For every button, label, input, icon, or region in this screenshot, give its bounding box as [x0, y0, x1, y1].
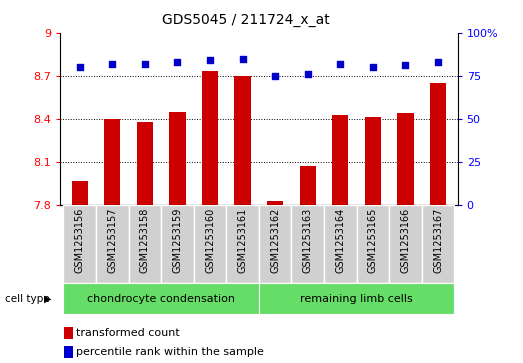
Bar	[259, 205, 291, 283]
Point	[108, 61, 117, 67]
Bar	[389, 205, 422, 283]
Point	[434, 59, 442, 65]
Bar	[137, 122, 153, 205]
Text: GSM1253166: GSM1253166	[401, 207, 411, 273]
Point	[336, 61, 345, 67]
Bar	[324, 205, 357, 283]
Point	[238, 56, 247, 61]
Bar	[397, 113, 414, 205]
Point	[271, 73, 279, 79]
Bar	[169, 112, 186, 205]
Bar	[104, 119, 120, 205]
Text: GSM1253163: GSM1253163	[303, 207, 313, 273]
Bar	[72, 181, 88, 205]
Bar	[422, 205, 454, 283]
Bar	[226, 205, 259, 283]
Bar	[234, 76, 251, 205]
Bar	[63, 205, 96, 283]
Bar	[96, 205, 129, 283]
Bar	[430, 83, 446, 205]
Bar	[194, 205, 226, 283]
Text: GSM1253162: GSM1253162	[270, 207, 280, 273]
Bar	[64, 327, 73, 339]
Point	[303, 71, 312, 77]
Text: GSM1253165: GSM1253165	[368, 207, 378, 273]
Point	[141, 61, 149, 67]
Text: GSM1253161: GSM1253161	[237, 207, 247, 273]
Bar	[365, 118, 381, 205]
Text: remaining limb cells: remaining limb cells	[300, 294, 413, 303]
Text: GSM1253164: GSM1253164	[335, 207, 345, 273]
Text: transformed count: transformed count	[76, 328, 180, 338]
Bar	[202, 72, 218, 205]
Text: GSM1253167: GSM1253167	[433, 207, 443, 273]
Text: GSM1253160: GSM1253160	[205, 207, 215, 273]
Point	[401, 62, 410, 68]
Bar	[357, 205, 389, 283]
Bar	[64, 346, 73, 358]
Bar	[161, 205, 194, 283]
Point	[75, 64, 84, 70]
Text: GSM1253156: GSM1253156	[75, 207, 85, 273]
Text: GSM1253157: GSM1253157	[107, 207, 117, 273]
Bar	[129, 205, 161, 283]
Bar	[300, 166, 316, 205]
Text: percentile rank within the sample: percentile rank within the sample	[76, 347, 264, 357]
Bar	[259, 283, 454, 314]
Text: GDS5045 / 211724_x_at: GDS5045 / 211724_x_at	[162, 13, 329, 27]
Bar	[267, 201, 283, 205]
Bar	[332, 115, 348, 205]
Text: GSM1253159: GSM1253159	[173, 207, 183, 273]
Point	[369, 64, 377, 70]
Point	[173, 59, 181, 65]
Point	[206, 57, 214, 63]
Text: GSM1253158: GSM1253158	[140, 207, 150, 273]
Text: ▶: ▶	[44, 294, 52, 303]
Text: cell type: cell type	[5, 294, 50, 303]
Bar	[291, 205, 324, 283]
Text: chondrocyte condensation: chondrocyte condensation	[87, 294, 235, 303]
Bar	[63, 283, 259, 314]
